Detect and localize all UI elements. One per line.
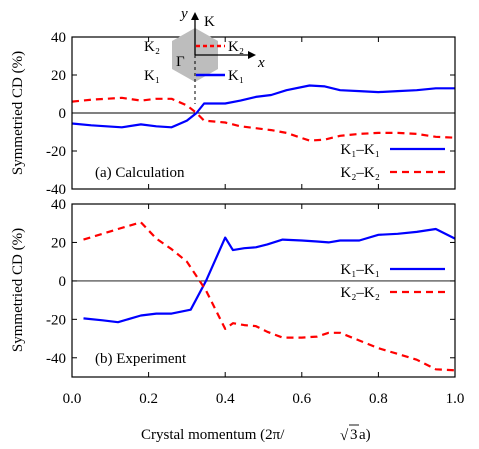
sqrt-sign: √ xyxy=(340,428,349,444)
inset-y-label: y xyxy=(179,6,188,22)
exp-legend-k1-label: K₁–K₁ xyxy=(340,262,380,278)
inset-k2-right-label: K₂ xyxy=(228,39,244,55)
exp-series-group xyxy=(72,221,456,372)
x-axis-label: Crystal momentum (2π/ √ 3 a) xyxy=(141,424,371,444)
exp-ytick-label: 20 xyxy=(51,235,66,251)
exp-legend-k2-label: K₂–K₂ xyxy=(340,285,380,301)
inset-x-arrow xyxy=(248,51,256,59)
inset-k2-left-label: K₂ xyxy=(144,39,160,55)
inset-k1-left-label: K₁ xyxy=(144,68,160,84)
calc-ticks: -40 -20 0 20 40 xyxy=(46,30,456,198)
calc-ytick-label: 20 xyxy=(51,68,66,84)
inset-x-label: x xyxy=(257,55,265,71)
calc-series-k2-k2-line xyxy=(71,96,456,142)
calc-legend-k1-label: K₁–K₁ xyxy=(340,142,380,158)
xtick-label: 0.2 xyxy=(139,391,158,407)
xtick-label: 0.8 xyxy=(369,391,388,407)
calc-ytick-label: 0 xyxy=(59,106,67,122)
x-axis-label-radicand: 3 xyxy=(350,427,358,443)
xtick-label: 0.6 xyxy=(292,391,311,407)
calc-ytick-label: 40 xyxy=(51,30,66,46)
exp-ytick-label: 40 xyxy=(51,197,66,213)
xtick-label: 1.0 xyxy=(446,391,465,407)
calc-annotation: (a) Calculation xyxy=(95,165,185,181)
inset-k-top-label: K xyxy=(204,14,215,30)
exp-series-k1-k1-line xyxy=(83,227,456,324)
exp-ticks: -40 -20 0 20 40 0.0 0.2 0.4 0.6 0.8 1.0 xyxy=(46,197,464,407)
inset-k1-right-label: K₁ xyxy=(228,68,244,84)
exp-ytick-label: -20 xyxy=(46,312,66,328)
exp-ytick-label: -40 xyxy=(46,351,66,367)
inset-y-arrow xyxy=(191,12,199,20)
exp-ytick-label: 0 xyxy=(59,274,67,290)
calc-y-axis-label: Symmetried CD (%) xyxy=(10,51,26,175)
inset-gamma-label: Γ xyxy=(176,54,185,70)
exp-series-k2-k2-line xyxy=(83,221,456,372)
calc-legend-k2-label: K₂–K₂ xyxy=(340,165,380,181)
calc-series-group xyxy=(71,84,456,142)
calc-ytick-label: -20 xyxy=(46,144,66,160)
x-axis-label-suffix: a) xyxy=(359,427,371,443)
xtick-label: 0.0 xyxy=(63,391,82,407)
brillouin-zone-inset: y x Γ K K₂ K₂ K₁ K₁ xyxy=(144,6,265,104)
calc-ytick-label: -40 xyxy=(46,182,66,198)
exp-y-axis-label: Symmetried CD (%) xyxy=(10,228,26,352)
calc-series-k1-k1-line xyxy=(71,84,455,129)
panel-experiment: -40 -20 0 20 40 0.0 0.2 0.4 0.6 0.8 1.0 (b) Experi… xyxy=(10,197,464,407)
svg-text:Crystal momentum (2π/: Crystal momentum (2π/ xyxy=(141,427,285,443)
exp-annotation: (b) Experiment xyxy=(95,351,187,367)
x-axis-label-prefix: Crystal momentum (2π/ xyxy=(141,427,285,443)
exp-plot-frame xyxy=(71,203,456,378)
xtick-label: 0.4 xyxy=(216,391,235,407)
